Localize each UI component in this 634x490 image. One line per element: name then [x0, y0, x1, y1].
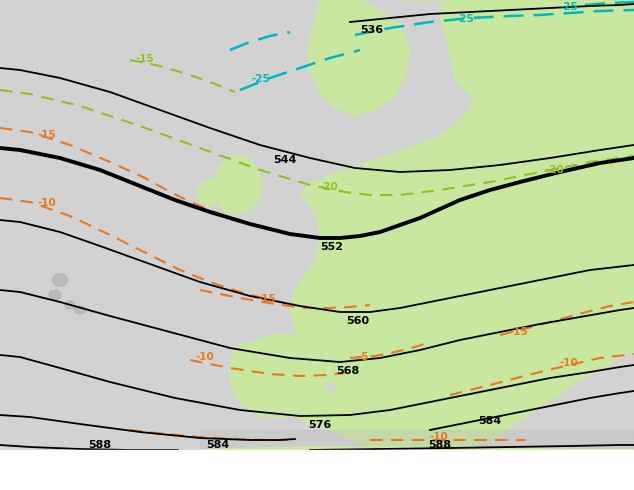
- Polygon shape: [230, 335, 330, 418]
- Polygon shape: [200, 447, 634, 450]
- Text: -20: -20: [320, 182, 339, 192]
- Ellipse shape: [74, 306, 86, 314]
- Polygon shape: [440, 0, 530, 100]
- Text: 568: 568: [337, 366, 359, 376]
- Text: -20: -20: [545, 165, 564, 175]
- Text: -25: -25: [252, 74, 271, 84]
- Text: 584: 584: [479, 416, 501, 426]
- Text: -25: -25: [455, 14, 474, 24]
- Ellipse shape: [65, 301, 75, 309]
- Text: ©weatheronline.co.uk: ©weatheronline.co.uk: [430, 475, 547, 485]
- Text: -10: -10: [38, 198, 57, 208]
- Polygon shape: [420, 385, 445, 400]
- Text: We 09-10-2024 00:00 UTC (00+384): We 09-10-2024 00:00 UTC (00+384): [355, 458, 563, 468]
- Text: 536: 536: [360, 25, 383, 35]
- Text: -15: -15: [38, 130, 57, 140]
- Text: -5: -5: [358, 352, 370, 362]
- Text: 576: 576: [308, 420, 332, 430]
- Polygon shape: [388, 340, 398, 352]
- Text: 588: 588: [429, 440, 451, 450]
- Text: 552: 552: [321, 242, 344, 252]
- Polygon shape: [230, 0, 634, 450]
- Text: -25: -25: [560, 2, 579, 12]
- Text: -15: -15: [258, 294, 277, 304]
- Text: 584: 584: [207, 440, 230, 450]
- Text: -10: -10: [195, 352, 214, 362]
- Text: Height/Temp. 500 hPa [gdmp][°C] GFS ENS: Height/Temp. 500 hPa [gdmp][°C] GFS ENS: [4, 458, 249, 468]
- Polygon shape: [197, 178, 222, 207]
- Text: -15: -15: [135, 54, 154, 64]
- Text: -10: -10: [430, 432, 449, 442]
- Ellipse shape: [49, 290, 61, 300]
- Text: -15: -15: [510, 327, 529, 337]
- Bar: [200, 430, 634, 450]
- Text: 560: 560: [346, 316, 370, 326]
- Text: 588: 588: [88, 440, 112, 450]
- Ellipse shape: [53, 274, 67, 286]
- Polygon shape: [308, 0, 410, 115]
- Text: -10: -10: [560, 358, 579, 368]
- Text: 544: 544: [273, 155, 297, 165]
- Polygon shape: [215, 155, 262, 215]
